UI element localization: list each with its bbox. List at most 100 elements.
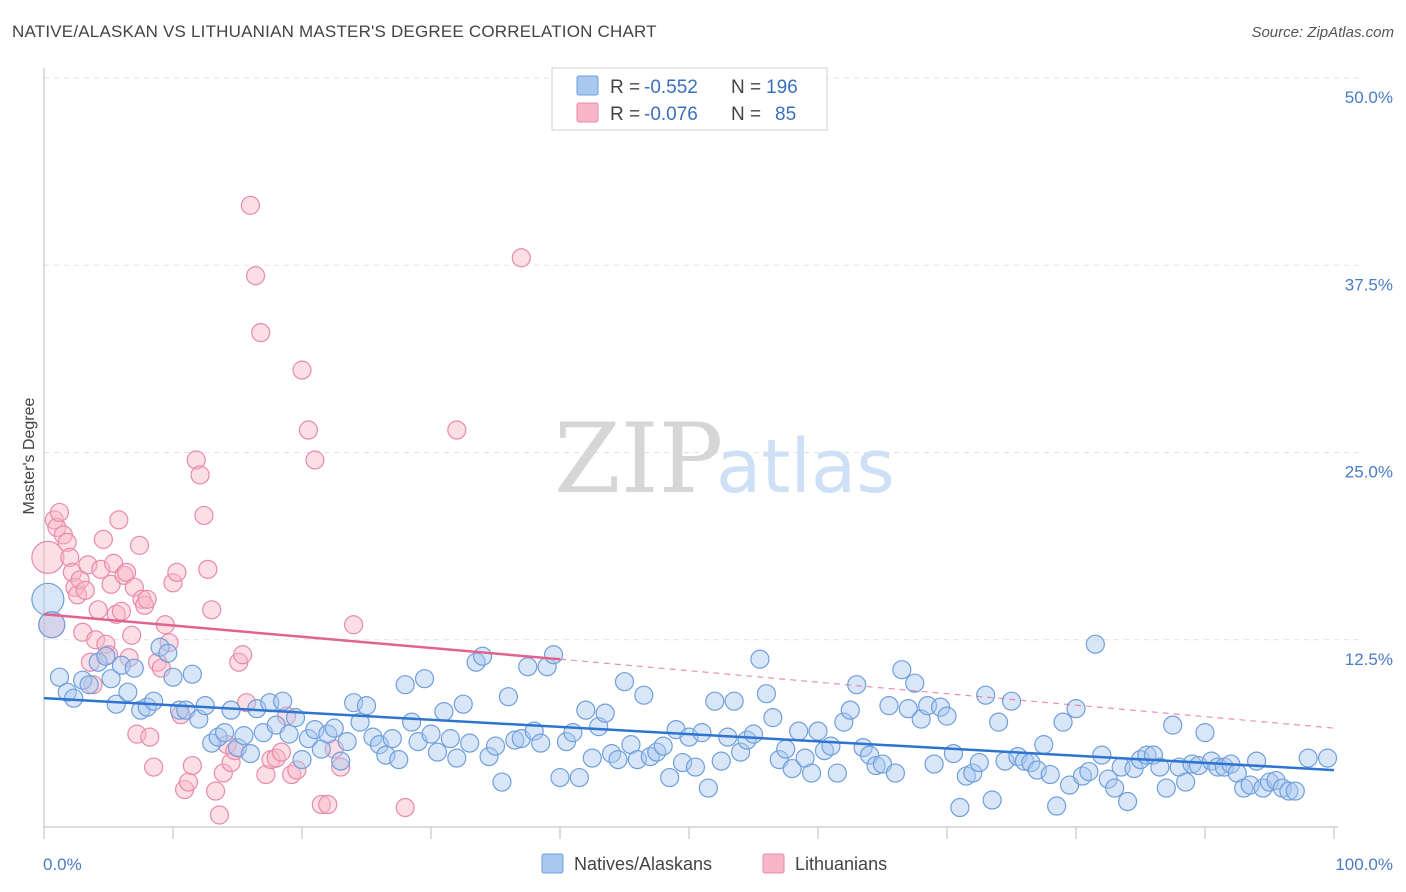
natives-point	[1047, 796, 1067, 816]
legend-n-label-lithuanians: N =	[731, 104, 761, 125]
lithuanians-point	[119, 648, 139, 668]
natives-point	[460, 733, 480, 753]
lithuanians-points	[31, 195, 531, 825]
natives-point	[660, 767, 680, 788]
natives-point	[88, 652, 108, 672]
lithuanians-point	[163, 573, 183, 593]
natives-point	[1195, 723, 1215, 743]
natives-point	[756, 684, 777, 704]
lithuanians-point	[106, 604, 126, 624]
lithuanians-point	[167, 562, 187, 582]
natives-point	[1246, 751, 1267, 771]
legend-r-label-natives: R =	[610, 77, 640, 98]
lithuanians-point	[122, 625, 142, 645]
natives-point	[234, 726, 254, 746]
natives-point	[492, 772, 512, 792]
x-tick-label-max: 100.0%	[1335, 855, 1393, 874]
bottom-legend: Natives/Alaskans Lithuanians	[541, 853, 887, 874]
natives-point	[485, 736, 506, 756]
legend-r-label-lithuanians: R =	[610, 104, 640, 125]
lithuanians-point	[182, 755, 202, 776]
natives-point	[421, 724, 441, 744]
axes	[43, 68, 1338, 839]
natives-point	[724, 691, 744, 711]
natives-point	[49, 667, 70, 687]
lithuanians-trend-line	[43, 613, 561, 661]
natives-point	[730, 742, 751, 762]
natives-point	[1285, 781, 1305, 801]
natives-point	[634, 685, 654, 705]
natives-point	[1266, 770, 1286, 791]
legend-n-value-lithuanians: 85	[775, 104, 796, 125]
lithuanians-point	[447, 420, 467, 440]
natives-point	[834, 712, 854, 732]
natives-point	[163, 667, 183, 687]
lithuanians-point	[137, 589, 157, 609]
lithuanians-point	[116, 562, 137, 582]
natives-point	[518, 657, 538, 677]
bottom-legend-lithuanians: Lithuanians	[795, 854, 887, 874]
natives-point	[447, 748, 467, 768]
natives-point	[479, 746, 499, 767]
natives-point	[743, 724, 764, 744]
natives-point	[595, 703, 615, 723]
lithuanians-point	[202, 600, 222, 620]
natives-point	[1053, 712, 1073, 732]
natives-point	[363, 727, 383, 747]
watermark-zip: ZIP	[554, 403, 723, 515]
natives-point	[789, 721, 809, 741]
y-tick-label: 50.0%	[1345, 88, 1393, 107]
lithuanians-point	[205, 781, 226, 801]
lithuanians-point	[178, 772, 199, 792]
natives-point	[101, 669, 121, 689]
lithuanians-point	[190, 465, 210, 485]
watermark: ZIP atlas	[554, 403, 895, 515]
natives-point	[750, 649, 770, 669]
natives-point	[840, 700, 860, 720]
lithuanians-point	[305, 450, 325, 470]
natives-point	[279, 724, 299, 744]
natives-point	[1156, 778, 1176, 798]
natives-point	[350, 712, 370, 732]
natives-point	[782, 758, 802, 779]
natives-point	[434, 702, 454, 722]
lithuanians-point	[49, 502, 70, 523]
legend: R = -0.552 N = 196 R = -0.076 N = 85	[551, 67, 828, 131]
lithuanians-point	[225, 741, 245, 761]
natives-point	[382, 729, 402, 749]
natives-point	[969, 752, 989, 773]
natives-point	[1066, 699, 1086, 719]
natives-point	[240, 743, 260, 764]
natives-point	[38, 611, 66, 639]
lithuanians-point	[111, 601, 132, 621]
natives-point	[898, 699, 918, 719]
lithuanians-point	[186, 450, 206, 470]
natives-point	[827, 763, 847, 783]
natives-point	[356, 696, 377, 716]
natives-point	[1176, 772, 1196, 792]
lithuanians-point	[511, 248, 531, 268]
natives-point	[569, 767, 589, 788]
natives-point	[215, 723, 235, 743]
natives-point	[395, 675, 415, 695]
lithuanians-point	[194, 505, 214, 526]
legend-r-value-lithuanians: -0.076	[644, 104, 698, 125]
natives-point	[1040, 764, 1060, 785]
natives-point	[498, 687, 518, 707]
lithuanians-point	[331, 757, 351, 777]
natives-point	[331, 751, 351, 771]
natives-point	[505, 730, 525, 750]
natives-points	[31, 582, 1338, 818]
y-tick-label: 12.5%	[1345, 650, 1393, 669]
natives-point	[821, 736, 841, 756]
natives-point	[653, 736, 673, 756]
natives-point	[324, 718, 344, 738]
natives-point	[1085, 634, 1105, 654]
natives-point	[988, 712, 1009, 732]
lithuanians-point	[140, 727, 160, 747]
natives-point	[64, 688, 84, 708]
lithuanians-point	[93, 529, 113, 549]
natives-point	[698, 778, 718, 798]
natives-point	[982, 790, 1002, 810]
